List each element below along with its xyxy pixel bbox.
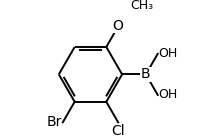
Text: OH: OH [158, 88, 178, 101]
Text: OH: OH [158, 47, 178, 60]
Text: Br: Br [47, 115, 62, 129]
Text: O: O [113, 19, 124, 33]
Text: B: B [141, 67, 151, 81]
Text: CH₃: CH₃ [131, 0, 154, 12]
Text: Cl: Cl [111, 124, 125, 138]
